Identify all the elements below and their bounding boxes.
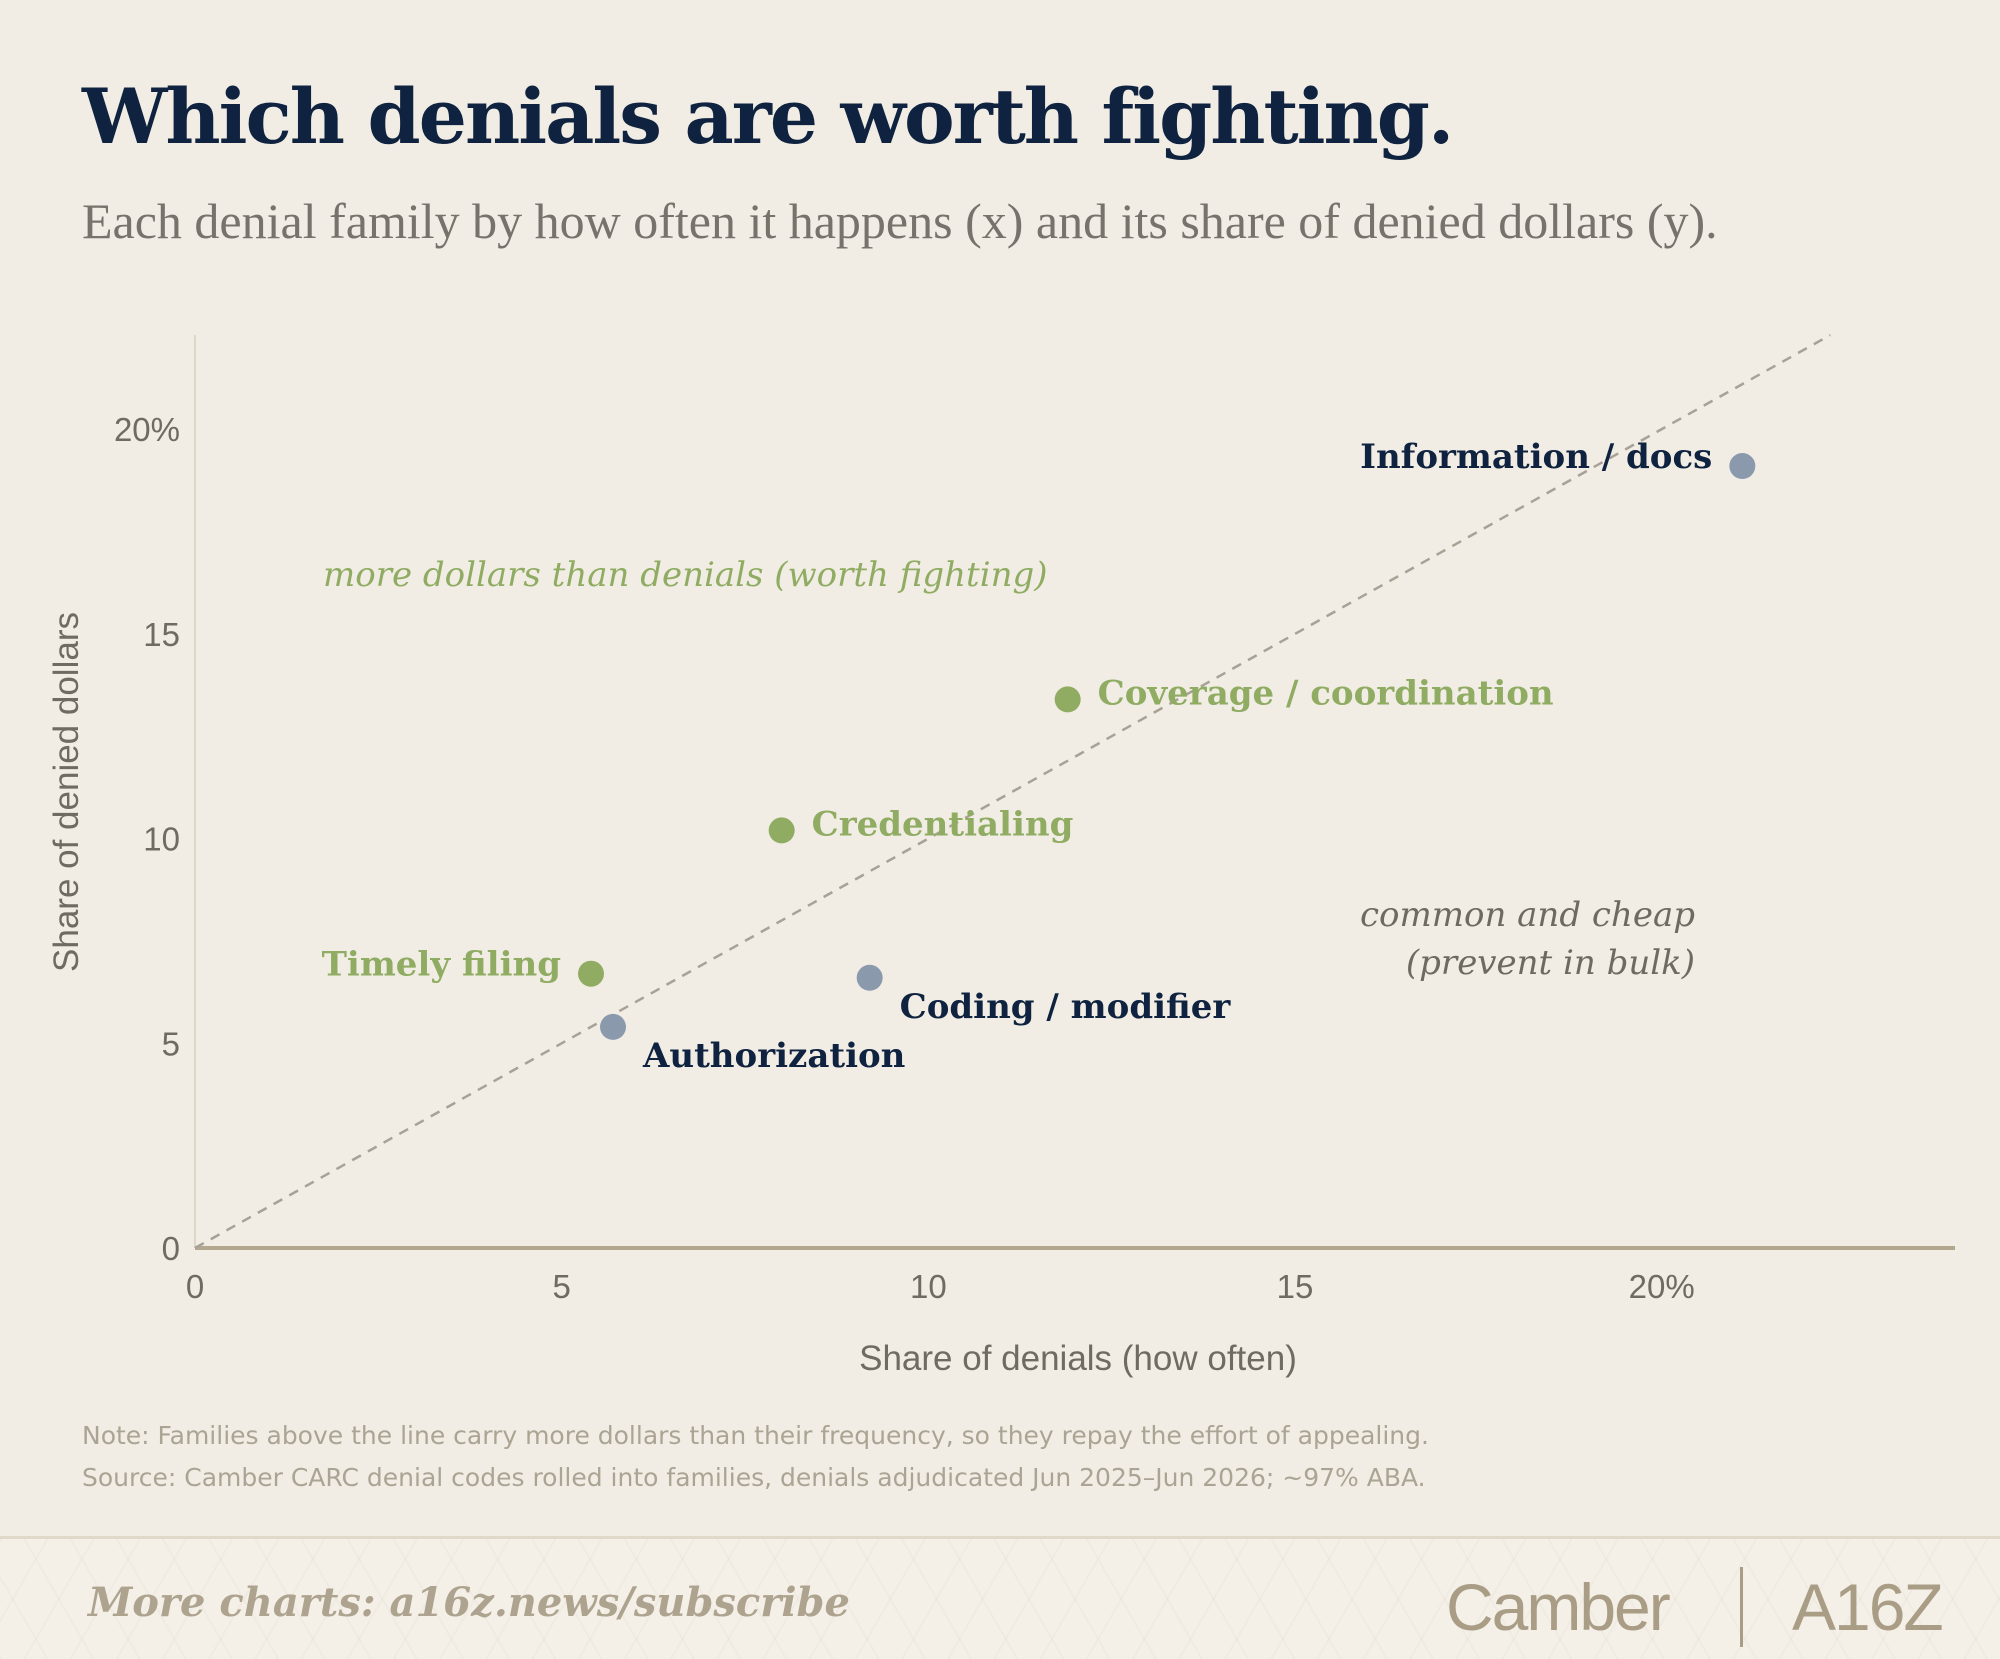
y-tick-label: 0 [162,1230,180,1267]
data-point [856,964,883,991]
data-point-label: Authorization [642,1036,905,1076]
data-point [600,1013,626,1040]
chart-source: Source: Camber CARC denial codes rolled … [82,1463,1426,1492]
annotation-worth-fighting: more dollars than denials (worth fightin… [323,555,1048,595]
data-point-label: Coding / modifier [900,987,1232,1027]
data-point [768,817,795,844]
y-tick-label: 15 [143,616,180,653]
x-tick-label: 5 [552,1268,570,1305]
y-axis-title: Share of denied dollars [47,612,86,972]
x-tick-label: 0 [186,1268,204,1305]
data-point-label: Timely filing [322,945,561,985]
annotation-common-cheap: common and cheap [1360,895,1695,935]
footer-subscribe-link[interactable]: More charts: a16z.news/subscribe [88,1579,850,1626]
chart-subtitle: Each denial family by how often it happe… [82,193,1718,249]
x-tick-labels: 0 5 10 15 20% [186,1268,1695,1305]
annotation-prevent-bulk: (prevent in bulk) [1406,943,1695,983]
chart-note: Note: Families above the line carry more… [82,1421,1429,1450]
data-point [1729,453,1756,480]
data-points: Information / docs Coverage / coordinatio… [322,437,1756,1076]
x-axis-title: Share of denials (how often) [859,1339,1297,1378]
data-point-label: Credentialing [812,804,1074,844]
x-tick-label: 15 [1277,1268,1314,1305]
a16z-logo: A16Z [1792,1570,1944,1644]
x-tick-label: 10 [910,1268,947,1305]
y-tick-labels: 0 5 10 15 20% [114,411,180,1267]
scatter-chart: 0 5 10 15 20% 0 5 10 15 20% Share of denials (ho… [47,333,1955,1378]
y-tick-label: 5 [162,1025,180,1062]
data-point [578,960,604,987]
data-point-label: Coverage / coordination [1098,673,1554,713]
y-tick-label: 20% [114,411,180,448]
x-tick-label: 20% [1629,1268,1695,1305]
data-point [1054,686,1081,713]
reference-line-diagonal [194,333,1831,1250]
logo-divider [1740,1567,1743,1647]
footer-bar: More charts: a16z.news/subscribe Camber … [0,1536,2000,1659]
camber-logo: Camber [1446,1570,1671,1644]
chart-title: Which denials are worth fighting. [82,72,1454,161]
data-point-label: Information / docs [1360,437,1712,477]
y-tick-label: 10 [143,821,180,858]
